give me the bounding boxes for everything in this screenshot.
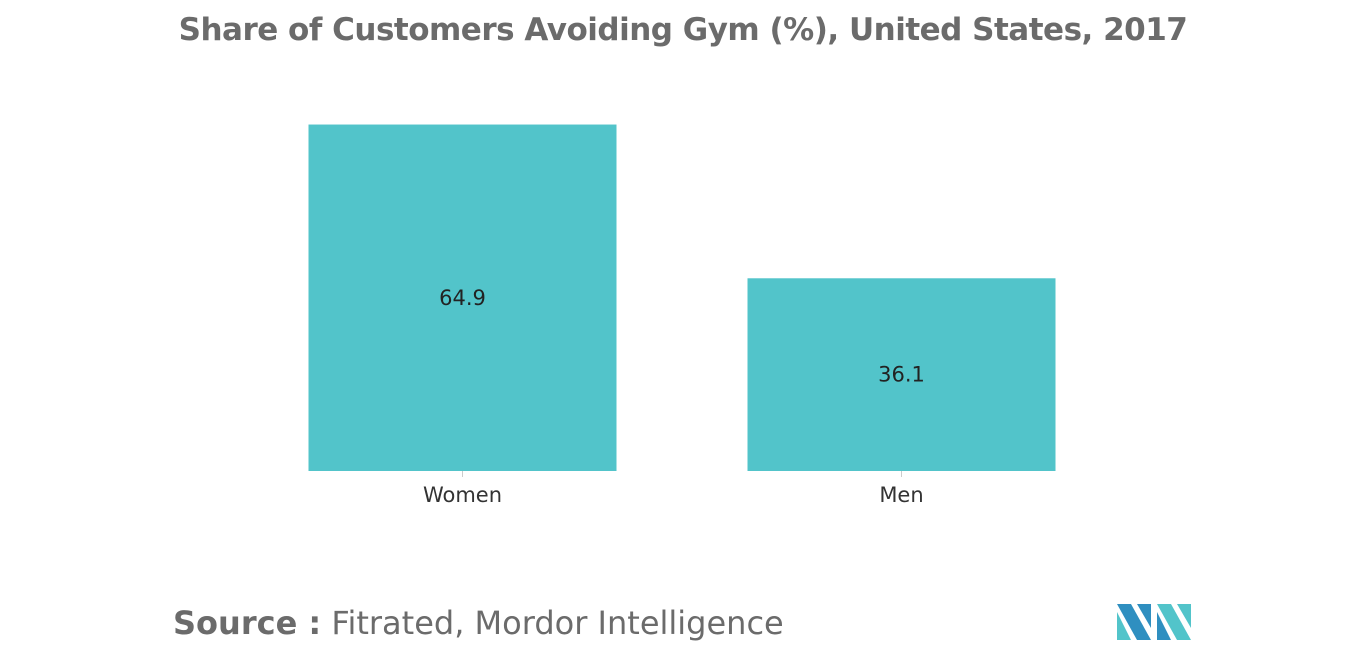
source-note: Source : Fitrated, Mordor Intelligence	[173, 604, 784, 642]
data-label-women: 64.9	[439, 286, 486, 310]
source-prefix: Source :	[173, 604, 322, 642]
x-tick-label-men: Men	[879, 483, 923, 507]
bar-women	[308, 124, 617, 471]
bar-chart: 64.9 Women 36.1 Men	[308, 124, 1056, 507]
data-label-men: 36.1	[878, 363, 925, 387]
source-text: Fitrated, Mordor Intelligence	[331, 604, 784, 642]
mordor-intelligence-logo-icon	[1117, 604, 1191, 640]
x-tick-label-women: Women	[423, 483, 502, 507]
bar-men	[747, 278, 1056, 471]
chart-title: Share of Customers Avoiding Gym (%), Uni…	[178, 12, 1188, 48]
